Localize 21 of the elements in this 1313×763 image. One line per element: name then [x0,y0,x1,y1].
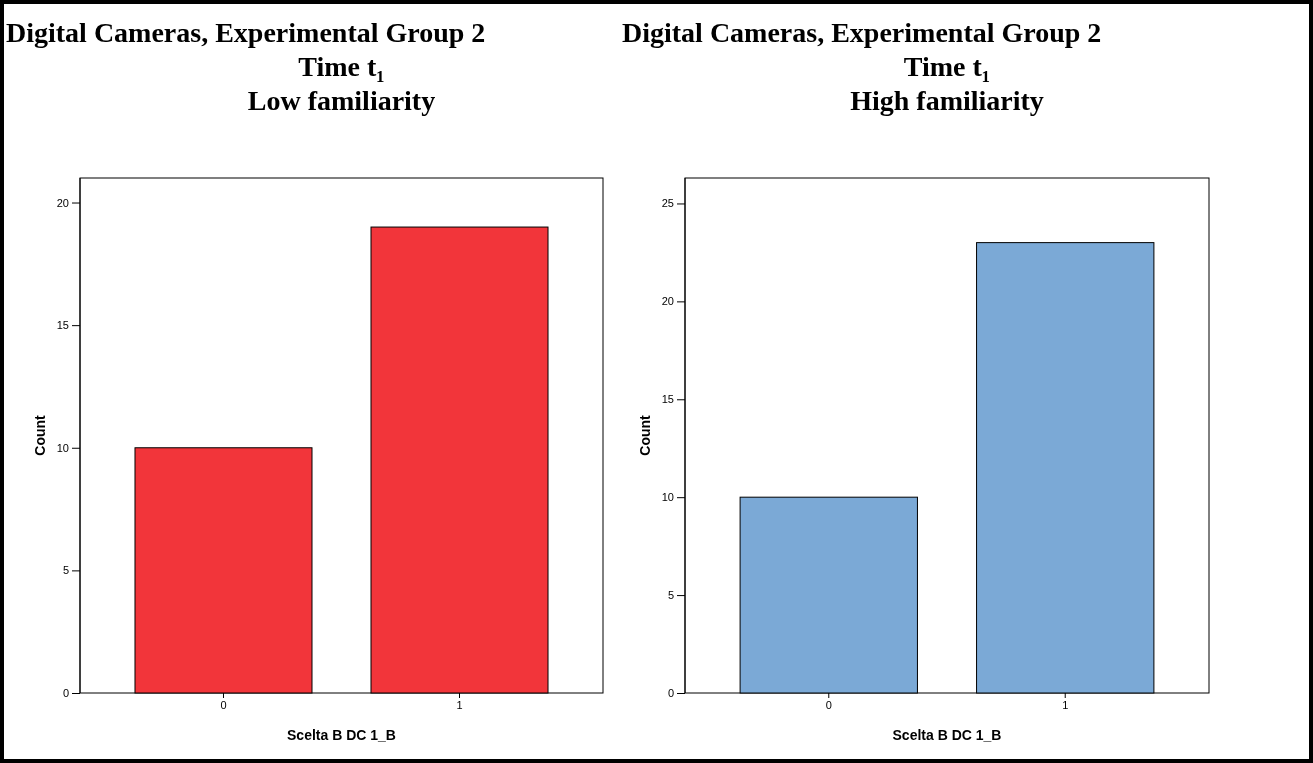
x-tick-label: 1 [1062,698,1069,711]
x-tick-label: 0 [825,698,832,711]
x-axis-title: Scelta B DC 1_B [287,727,396,743]
chart-title: Digital Cameras, Experimental Group 2 Time t₁ High familiarity [622,17,1102,116]
y-tick-label: 10 [661,491,674,504]
y-tick-label: 0 [667,687,674,700]
x-tick-label: 0 [220,698,227,711]
y-tick-label: 15 [661,393,674,406]
y-tick-label: 25 [661,197,674,210]
y-tick-label: 15 [56,319,69,332]
y-axis-title: Count [32,414,48,456]
y-tick-label: 5 [62,564,69,577]
y-tick-label: 20 [56,196,69,209]
y-tick-label: 20 [661,295,674,308]
x-axis-title: Scelta B DC 1_B [892,727,1002,743]
y-axis-title: Count [637,414,653,456]
y-tick-label: 0 [62,687,69,700]
x-tick-label: 1 [456,698,463,711]
y-tick-label: 5 [667,589,674,602]
chart-title: Digital Cameras, Experimental Group 2 Time t₁ Low familiarity [6,17,486,116]
y-tick-label: 10 [56,441,69,454]
